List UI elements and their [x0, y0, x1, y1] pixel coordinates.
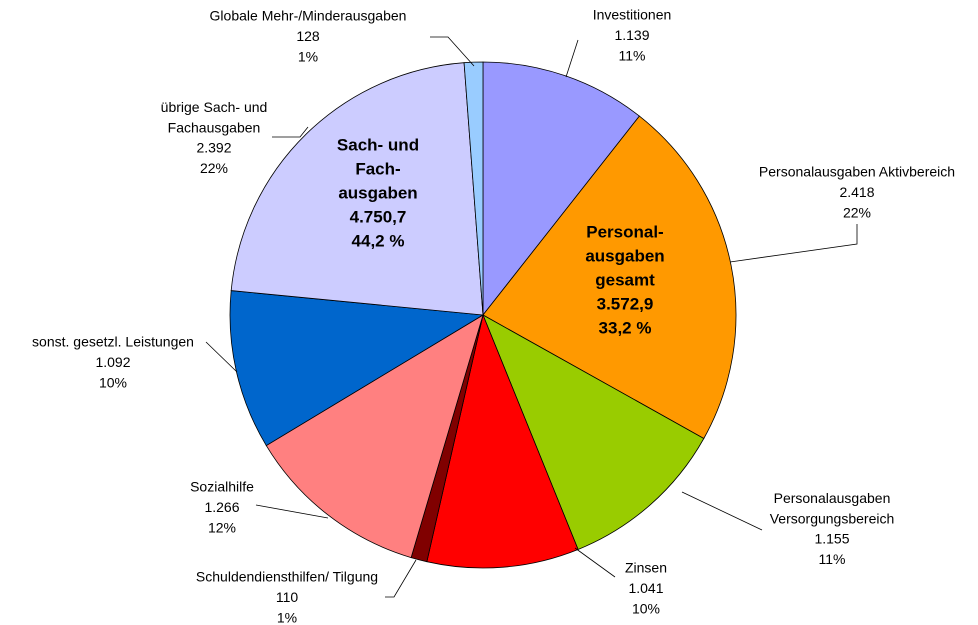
- slice-label: Personalausgaben Versorgungsbereich: [770, 490, 895, 527]
- percent-label: 22%: [843, 205, 871, 221]
- pie-slice: [463, 61, 484, 316]
- value-label: 1.155: [814, 531, 849, 547]
- group-annotation: Sach- und: [337, 135, 419, 154]
- group-annotation: 44,2 %: [352, 231, 405, 250]
- group-annotation: 4.750,7: [350, 207, 407, 226]
- group-annotation: Fach-: [355, 159, 400, 178]
- percent-label: 11%: [619, 48, 646, 64]
- percent-label: 12%: [208, 520, 236, 536]
- pie-slice: [426, 313, 579, 569]
- label-line: Versorgungsbereich: [770, 510, 895, 526]
- value-label: 1.041: [628, 580, 663, 596]
- leader-line: [565, 39, 579, 78]
- pie-slice: [482, 314, 705, 550]
- slice-label: Schuldendiensthilfen/ Tilgung: [196, 569, 378, 585]
- group-annotation: gesamt: [595, 270, 655, 289]
- label-line: Fachausgaben: [168, 119, 261, 135]
- value-label: 1.266: [204, 499, 239, 515]
- slice-label: Zinsen: [625, 560, 667, 576]
- pie-slice: [265, 314, 484, 559]
- percent-label: 10%: [632, 601, 660, 617]
- percent-label: 10%: [99, 375, 127, 391]
- slice-label: Personalausgaben Aktivbereich: [759, 164, 955, 180]
- leader-line: [205, 341, 238, 373]
- group-annotation: ausgaben: [338, 183, 417, 202]
- value-label: 128: [296, 28, 320, 44]
- percent-label: 1%: [298, 49, 318, 65]
- leader-line: [272, 126, 309, 138]
- value-label: 110: [276, 589, 299, 605]
- value-label: 1.092: [95, 354, 130, 370]
- slice-label: sonst. gesetzl. Leistungen: [32, 334, 194, 350]
- percent-label: 1%: [277, 610, 297, 625]
- slice-label: Investitionen: [593, 7, 672, 23]
- group-annotation: 3.572,9: [597, 294, 654, 313]
- slice-label: Sozialhilfe: [190, 479, 254, 495]
- group-annotation: 33,2 %: [599, 318, 652, 337]
- pie-slice: [230, 62, 484, 316]
- label-line: übrige Sach- und: [161, 99, 268, 115]
- value-label: 2.418: [839, 184, 874, 200]
- slice-label: übrige Sach- und Fachausgaben: [161, 99, 268, 136]
- leader-line: [385, 559, 417, 598]
- value-label: 1.139: [614, 27, 649, 43]
- leader-line: [681, 491, 763, 531]
- leader-line: [255, 504, 329, 519]
- percent-label: 22%: [200, 160, 228, 176]
- group-annotation: Personal-: [586, 222, 663, 241]
- pie-slice: [482, 115, 737, 440]
- label-line: Personalausgaben: [774, 490, 891, 506]
- percent-label: 11%: [819, 551, 846, 567]
- leader-line: [729, 224, 858, 263]
- group-annotation: ausgaben: [585, 246, 664, 265]
- slice-label: Globale Mehr-/Minderausgaben: [210, 8, 407, 24]
- leader-line: [574, 547, 616, 578]
- pie-slice: [482, 61, 640, 317]
- value-label: 2.392: [196, 140, 231, 156]
- leader-line: [430, 36, 475, 67]
